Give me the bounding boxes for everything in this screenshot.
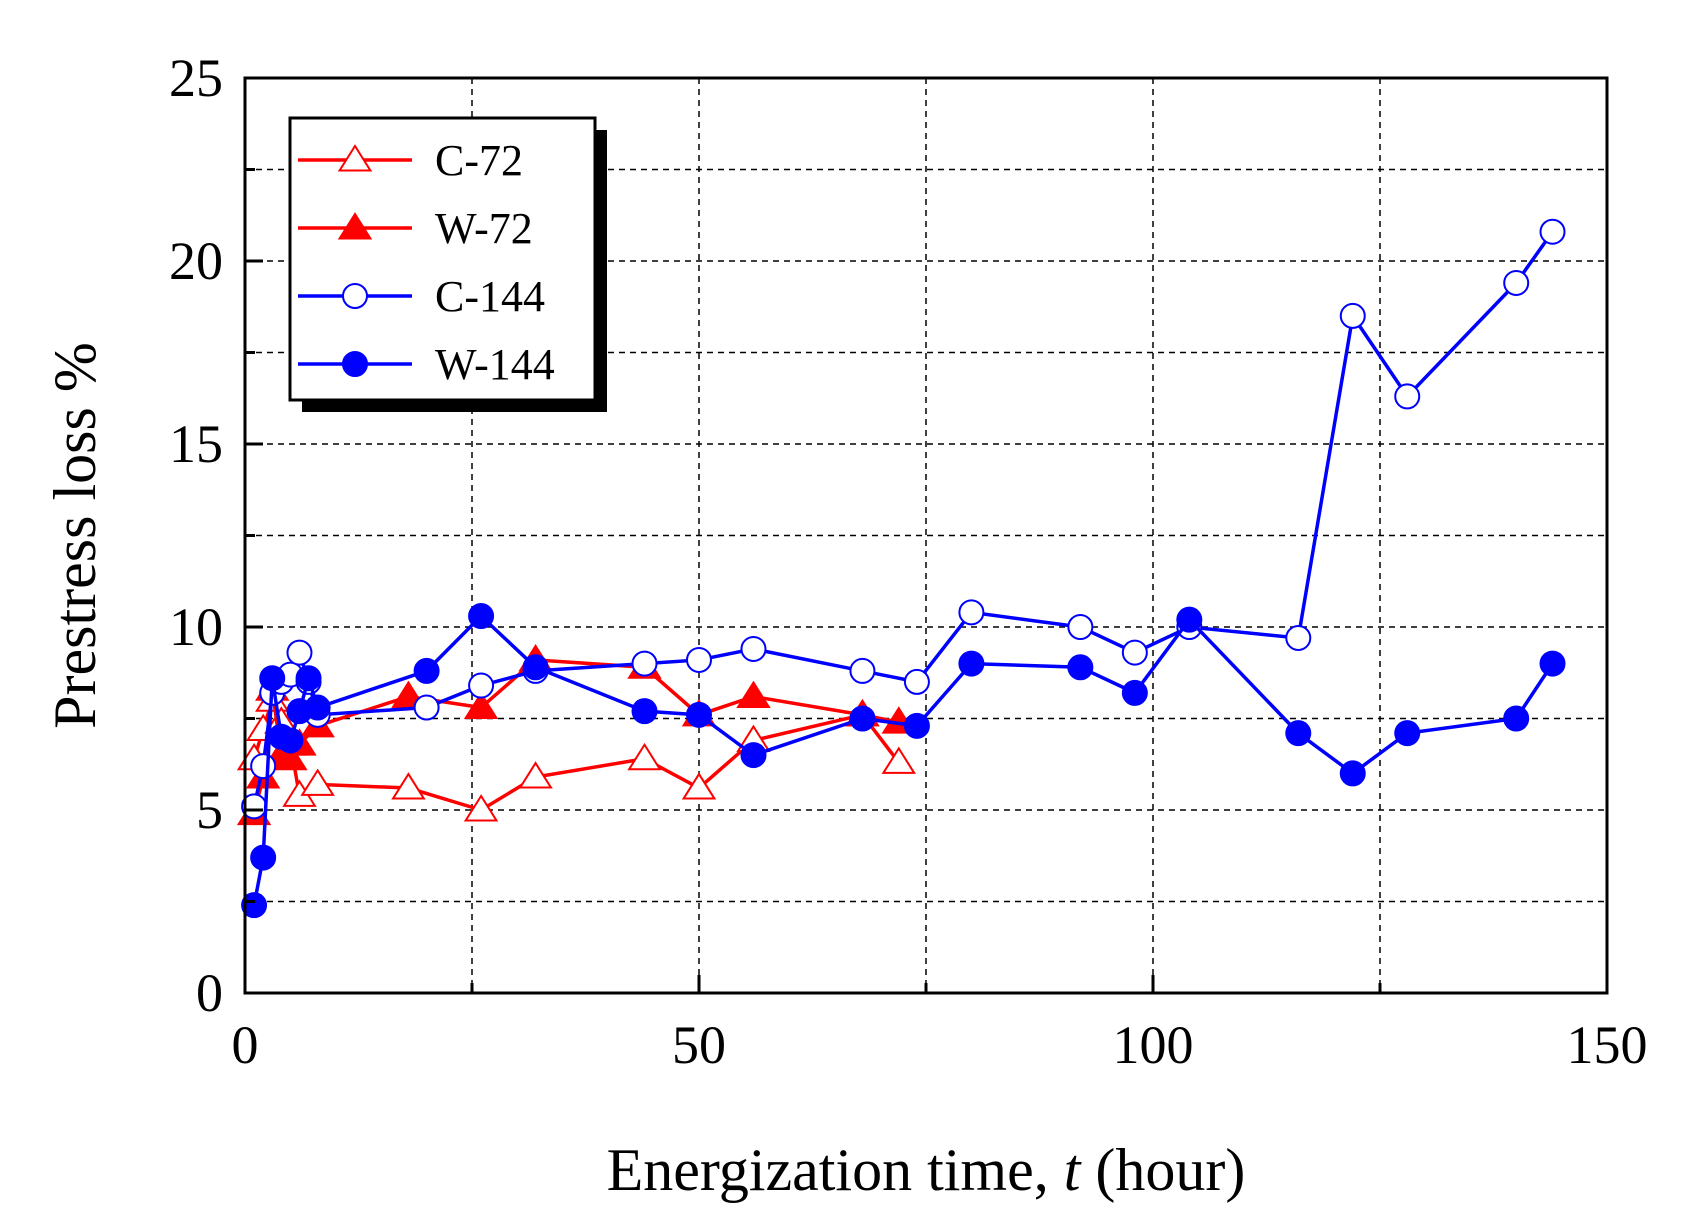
y-tick-label: 15	[169, 414, 223, 474]
data-point-w-144	[958, 650, 985, 677]
data-point-c-144	[1285, 624, 1312, 651]
data-point-w-144	[740, 742, 767, 769]
data-point-c-144	[849, 657, 876, 684]
y-tick-label: 20	[169, 231, 223, 291]
grid-lines	[245, 78, 1607, 993]
y-tick-label: 10	[169, 597, 223, 657]
legend-marker-c-72	[337, 144, 373, 172]
data-point-c-72	[681, 772, 717, 800]
data-point-w-144	[1176, 606, 1203, 633]
legend: C-72 W-72 C-144 W-144	[288, 116, 607, 412]
data-point-c-144	[631, 650, 658, 677]
data-point-c-72	[627, 742, 662, 771]
data-point-w-144	[1339, 760, 1366, 787]
y-tick-label: 0	[196, 963, 223, 1023]
data-point-w-72	[736, 680, 771, 709]
data-point-c-144	[1539, 218, 1566, 245]
data-point-c-72	[391, 772, 426, 800]
data-point-w-144	[631, 698, 658, 725]
data-point-w-144	[522, 654, 549, 681]
x-axis-title-variable: t	[1064, 1137, 1082, 1203]
data-point-w-72	[463, 691, 499, 720]
y-tick-label: 25	[169, 48, 223, 108]
data-point-w-144	[903, 712, 930, 739]
data-point-w-144	[1121, 679, 1148, 706]
data-point-w-144	[241, 892, 268, 919]
data-point-c-144	[1121, 639, 1148, 666]
series-w-144	[241, 603, 1566, 919]
data-point-c-144	[1067, 614, 1094, 640]
x-axis-title: Energization time, t (hour)	[607, 1137, 1246, 1203]
legend-marker-w-144	[342, 351, 368, 377]
data-point-c-144	[250, 753, 277, 780]
data-point-w-144	[277, 727, 304, 754]
data-point-c-144	[958, 599, 985, 626]
data-point-c-144	[413, 694, 440, 721]
legend-marker-w-72	[337, 212, 373, 240]
data-point-w-144	[686, 701, 712, 728]
x-tick-label: 150	[1567, 1015, 1648, 1075]
legend-marker-c-144	[342, 283, 368, 309]
legend-label-c-72: C-72	[435, 136, 523, 185]
data-point-c-144	[1503, 269, 1530, 296]
data-point-w-72	[273, 742, 308, 771]
legend-item-c-72: C-72	[298, 136, 523, 185]
data-point-w-144	[1503, 705, 1530, 732]
legend-label-w-144: W-144	[435, 340, 555, 389]
data-point-c-144	[903, 668, 930, 695]
data-point-w-144	[849, 705, 876, 732]
data-point-w-144	[468, 603, 495, 630]
y-axis-title: Prestress loss %	[42, 342, 108, 729]
x-axis-title-prefix: Energization time,	[607, 1137, 1064, 1203]
x-tick-label: 50	[672, 1015, 726, 1075]
data-point-w-144	[295, 665, 322, 692]
data-point-c-144	[1339, 302, 1366, 329]
data-point-c-144	[468, 672, 495, 699]
y-tick-label: 5	[196, 780, 223, 840]
legend-label-c-144: C-144	[435, 272, 545, 321]
data-point-w-144	[1394, 720, 1421, 747]
data-point-w-144	[1067, 654, 1094, 681]
data-point-w-144	[1539, 650, 1566, 677]
data-point-c-72	[463, 794, 499, 822]
x-axis-title-suffix: (hour)	[1080, 1137, 1245, 1203]
data-point-w-144	[304, 694, 331, 721]
legend-item-w-72: W-72	[298, 204, 533, 253]
legend-box	[288, 116, 597, 402]
x-tick-label: 100	[1113, 1015, 1194, 1075]
data-point-c-72	[881, 746, 916, 774]
x-tick-label: 0	[232, 1015, 259, 1075]
series-layer	[236, 218, 1566, 919]
data-point-w-144	[259, 665, 286, 692]
data-point-c-144	[286, 639, 313, 666]
data-point-c-72	[300, 768, 335, 796]
axis-ticks: 0 50 100 150 0 5 10 15 20 25	[169, 48, 1648, 1075]
legend-label-w-72: W-72	[435, 204, 533, 253]
data-point-w-144	[250, 844, 277, 871]
data-point-w-144	[413, 657, 440, 684]
data-point-c-144	[740, 635, 767, 662]
data-point-w-144	[1285, 720, 1312, 747]
data-point-c-144	[1394, 383, 1421, 410]
data-point-c-72	[518, 761, 553, 789]
data-point-c-144	[686, 646, 712, 673]
legend-item-w-144: W-144	[298, 340, 555, 389]
legend-item-c-144: C-144	[298, 272, 545, 321]
